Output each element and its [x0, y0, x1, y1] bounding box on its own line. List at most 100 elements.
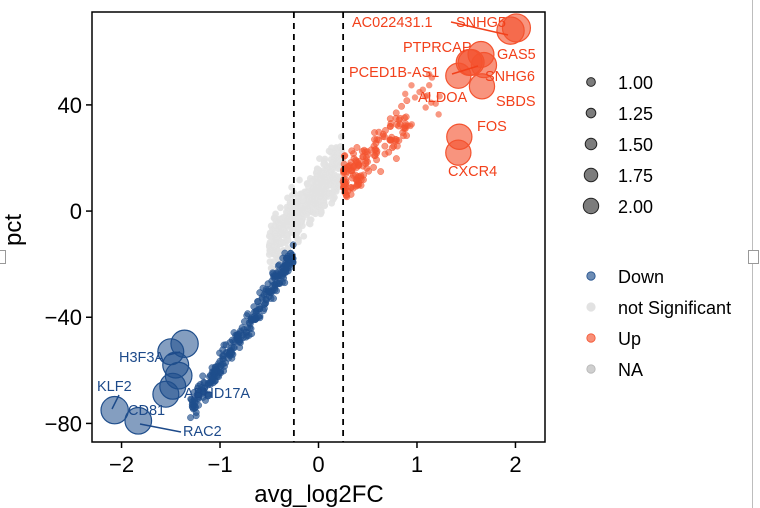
labeled-point[interactable]: [100, 395, 129, 425]
point-up: [425, 70, 433, 78]
point-up: [408, 82, 415, 89]
point-not-significant: [314, 165, 322, 173]
point-not-significant: [318, 175, 325, 183]
point-up: [381, 127, 389, 134]
point-down: [264, 280, 272, 288]
labeled-point[interactable]: [159, 372, 187, 400]
gene-label: ABHD17A: [184, 386, 250, 402]
point-not-significant: [320, 160, 328, 168]
y-tick-label: −80: [45, 411, 82, 436]
point-down: [269, 270, 277, 278]
label-leader-line: [111, 394, 120, 410]
point-down: [236, 327, 244, 335]
point-up: [364, 158, 371, 166]
point-down: [287, 249, 295, 257]
labeled-point[interactable]: [501, 13, 532, 43]
gene-label: PCED1B-AS1: [349, 65, 439, 81]
label-leader-line: [139, 423, 182, 433]
point-down: [211, 367, 218, 375]
labeled-point[interactable]: [445, 62, 472, 89]
point-not-significant: [285, 223, 292, 230]
y-axis-title: pct: [0, 214, 27, 246]
point-up: [373, 147, 381, 155]
y-tick-label: −40: [45, 305, 82, 330]
gene-label: SNHG6: [485, 69, 535, 85]
labeled-point[interactable]: [468, 73, 496, 100]
point-not-significant: [296, 176, 303, 184]
point-not-significant: [329, 175, 336, 183]
gene-label: SBDS: [496, 94, 536, 110]
color-legend-label: NA: [618, 360, 643, 380]
point-up: [353, 144, 361, 151]
point-not-significant: [293, 229, 301, 236]
point-up: [340, 152, 348, 160]
threshold-lines: [292, 12, 345, 442]
point-up: [365, 167, 373, 175]
x-tick-label: 1: [411, 452, 423, 477]
gene-label: RAC2: [183, 424, 222, 440]
point-not-significant: [303, 211, 311, 219]
point-down: [262, 295, 270, 303]
point-up: [403, 97, 411, 105]
axes: −2 −1 0 1 2 −80 −40 0 40: [45, 93, 522, 477]
background-points: [265, 133, 347, 273]
size-legend-label: 1.75: [618, 166, 653, 186]
color-legend-key: [586, 364, 596, 374]
point-up: [402, 90, 409, 98]
size-legend-key: [585, 107, 597, 119]
point-down: [220, 352, 228, 360]
x-tick-label: −1: [207, 452, 232, 477]
point-up: [411, 94, 419, 101]
gene-label: GAS5: [497, 47, 536, 63]
labeled-point[interactable]: [124, 406, 153, 435]
point-up: [377, 168, 385, 175]
point-not-significant: [319, 198, 327, 206]
point-not-significant: [270, 249, 278, 257]
color-legend: Down not Significant Up NA: [586, 267, 731, 380]
size-legend-label: 1.25: [618, 104, 653, 124]
size-legend-key: [583, 167, 599, 183]
point-not-significant: [324, 166, 332, 174]
point-up: [371, 129, 378, 137]
size-legend: 1.00 1.25 1.50 1.75 2.00: [582, 73, 653, 217]
point-not-significant: [321, 155, 329, 163]
point-not-significant: [266, 258, 274, 266]
point-not-significant: [284, 236, 292, 244]
point-not-significant: [328, 199, 336, 207]
y-tick-label: 0: [70, 199, 82, 224]
point-not-significant: [271, 230, 279, 238]
point-up: [422, 104, 429, 111]
point-down: [272, 280, 280, 287]
size-legend-label: 1.00: [618, 73, 653, 93]
point-not-significant: [317, 208, 325, 216]
point-down: [247, 315, 255, 323]
point-down: [188, 398, 196, 406]
point-down: [265, 288, 273, 295]
point-up: [419, 86, 427, 93]
point-down: [199, 372, 207, 380]
point-not-significant: [278, 215, 286, 223]
color-legend-key: [586, 333, 596, 343]
resize-handle-left[interactable]: [0, 250, 6, 264]
size-legend-label: 2.00: [618, 197, 653, 217]
x-axis-title: avg_log2FC: [254, 481, 383, 508]
resize-handle-right[interactable]: [748, 250, 759, 264]
point-down: [219, 346, 227, 354]
gene-label: FOS: [477, 119, 507, 135]
point-up: [354, 181, 362, 189]
x-tick-label: −2: [109, 452, 134, 477]
point-up: [422, 93, 429, 100]
point-up: [436, 93, 443, 100]
point-not-significant: [311, 199, 319, 207]
color-legend-key: [586, 271, 596, 281]
point-down: [285, 256, 293, 264]
point-up: [347, 190, 355, 198]
color-legend-key: [586, 302, 596, 312]
point-not-significant: [328, 159, 336, 167]
point-up: [395, 137, 403, 144]
point-up: [408, 121, 415, 128]
point-not-significant: [298, 216, 306, 224]
point-not-significant: [299, 196, 306, 204]
labeled-point[interactable]: [445, 139, 472, 166]
